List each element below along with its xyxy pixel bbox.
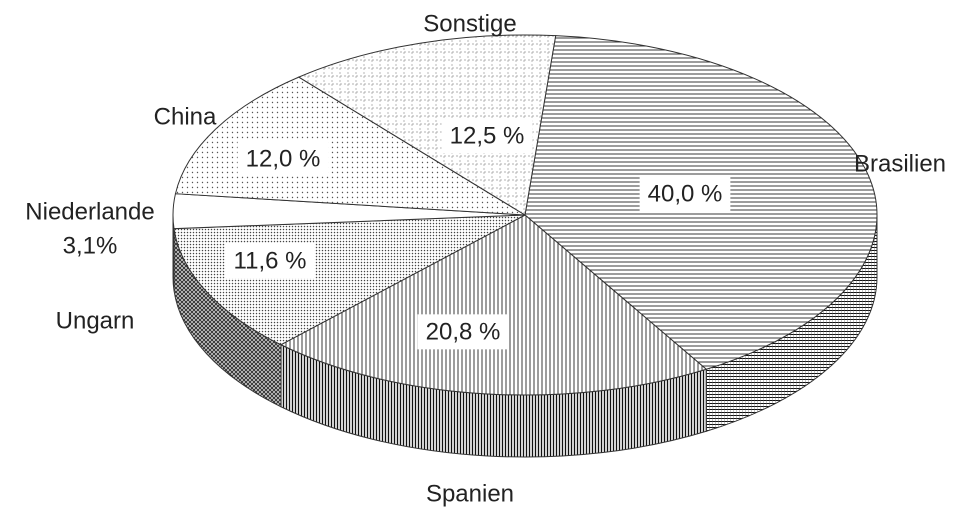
slice	[279, 214, 708, 396]
category-label: Ungarn	[56, 307, 135, 334]
category-label: China	[154, 103, 217, 130]
value-label: 3,1%	[63, 232, 118, 259]
category-label: Spanien	[426, 480, 514, 507]
value-label-box	[237, 141, 329, 177]
value-label-box	[639, 176, 731, 212]
category-label: Sonstige	[423, 10, 516, 37]
value-label-box	[441, 118, 533, 154]
slice	[297, 34, 557, 216]
value-label: 40,0 %	[648, 180, 723, 207]
category-label: Brasilien	[854, 150, 946, 177]
value-label-box	[417, 314, 509, 350]
value-label: 11,6 %	[234, 247, 307, 274]
slice	[174, 76, 526, 216]
value-label-box	[225, 243, 315, 279]
value-label: 12,0 %	[246, 145, 321, 172]
value-label: 12,5 %	[450, 122, 525, 149]
value-label: 20,8 %	[426, 318, 501, 345]
category-label: Niederlande	[25, 198, 154, 225]
